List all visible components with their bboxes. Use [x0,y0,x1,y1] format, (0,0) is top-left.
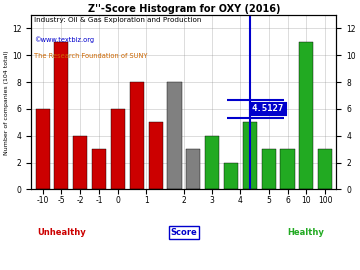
Bar [130,82,144,190]
Text: Score: Score [171,228,197,237]
Bar [73,136,87,190]
Title: Z''-Score Histogram for OXY (2016): Z''-Score Histogram for OXY (2016) [87,4,280,14]
Text: The Research Foundation of SUNY: The Research Foundation of SUNY [34,53,148,59]
Bar [36,109,50,190]
Bar [111,109,125,190]
Bar [149,122,163,190]
Text: 4.5127: 4.5127 [252,104,284,113]
Bar [186,149,201,190]
Bar [92,149,106,190]
Bar [224,163,238,190]
Bar [205,136,219,190]
Bar [262,149,276,190]
Bar [299,42,314,190]
Bar [243,122,257,190]
Bar [167,82,181,190]
Text: Industry: Oil & Gas Exploration and Production: Industry: Oil & Gas Exploration and Prod… [34,17,202,23]
Bar [318,149,332,190]
Text: ©www.textbiz.org: ©www.textbiz.org [34,36,94,43]
Bar [54,42,68,190]
Text: Unhealthy: Unhealthy [37,228,86,237]
Bar [280,149,294,190]
Text: Healthy: Healthy [288,228,324,237]
Y-axis label: Number of companies (104 total): Number of companies (104 total) [4,50,9,154]
